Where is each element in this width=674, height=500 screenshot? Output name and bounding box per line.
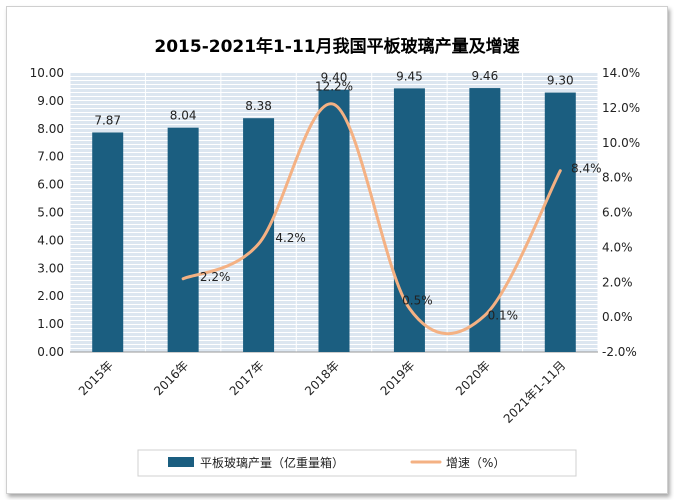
left-tick: 8.00 xyxy=(37,122,64,136)
line-label: 0.5% xyxy=(402,293,433,307)
legend-bar-swatch xyxy=(168,457,194,467)
category-tick: 2016年 xyxy=(151,358,191,398)
category-tick: 2018年 xyxy=(302,358,342,398)
bar-label: 9.40 xyxy=(321,71,348,85)
bar xyxy=(167,127,199,353)
line-label: 0.1% xyxy=(488,308,519,322)
right-tick: -2.0% xyxy=(602,345,637,359)
category-tick: 2021年1-11月 xyxy=(501,358,569,426)
left-tick: 9.00 xyxy=(37,94,64,108)
bar-data-labels: 7.87 8.04 8.38 9.40 9.45 9.46 9.30 xyxy=(94,69,573,127)
bar-series xyxy=(92,88,576,353)
left-tick: 3.00 xyxy=(37,261,64,275)
line-label: 2.2% xyxy=(200,270,231,284)
left-tick: 6.00 xyxy=(37,178,64,192)
bar xyxy=(318,89,350,353)
bar xyxy=(243,118,275,352)
bar-label: 9.46 xyxy=(471,69,498,83)
chart-title: 2015-2021年1-11月我国平板玻璃产量及增速 xyxy=(154,37,520,57)
right-tick: 0.0% xyxy=(602,310,633,324)
growth-rate-line xyxy=(181,102,562,336)
right-tick: 14.0% xyxy=(602,66,640,80)
legend-bar-label: 平板玻璃产量（亿重量箱） xyxy=(200,455,344,470)
category-tick: 2019年 xyxy=(378,358,418,398)
bar-label: 7.87 xyxy=(94,113,121,127)
right-tick: 8.0% xyxy=(602,171,633,185)
bar-label: 9.30 xyxy=(547,74,574,88)
category-tick: 2015年 xyxy=(76,358,116,398)
category-axis-ticks: 2015年 2016年 2017年 2018年 2019年 2020年 2021年1-11月 xyxy=(76,358,569,426)
line-data-labels: 2.2% 4.2% 12.2% 0.5% 0.1% 8.4% xyxy=(200,79,602,322)
right-tick: 2.0% xyxy=(602,275,633,289)
left-axis-ticks: 0.00 1.00 2.00 3.00 4.00 5.00 6.00 7.00 8.00 9.00… xyxy=(30,66,64,359)
line-label: 4.2% xyxy=(275,231,306,245)
bar xyxy=(92,132,124,352)
line-label: 8.4% xyxy=(571,162,602,176)
right-tick: 4.0% xyxy=(602,240,633,254)
left-tick: 1.00 xyxy=(37,317,64,331)
left-tick: 5.00 xyxy=(37,206,64,220)
left-tick: 2.00 xyxy=(37,289,64,303)
bar xyxy=(469,88,501,352)
bar-label: 9.45 xyxy=(396,69,423,83)
bar xyxy=(393,88,425,352)
category-tick: 2020年 xyxy=(453,358,493,398)
right-tick: 10.0% xyxy=(602,136,640,150)
left-tick: 4.00 xyxy=(37,233,64,247)
legend: 平板玻璃产量（亿重量箱） 增速（%） xyxy=(137,449,577,477)
category-tick: 2017年 xyxy=(227,358,267,398)
right-tick: 6.0% xyxy=(602,206,633,220)
left-tick: 7.00 xyxy=(37,150,64,164)
left-tick: 0.00 xyxy=(37,345,64,359)
legend-line-label: 增速（%） xyxy=(446,456,505,470)
bar-label: 8.38 xyxy=(245,99,272,113)
line-label: 12.2% xyxy=(315,79,353,93)
bar-label: 8.04 xyxy=(170,109,197,123)
legend-box xyxy=(137,449,577,477)
right-axis-ticks: -2.0% 0.0% 2.0% 4.0% 6.0% 8.0% 10.0% 12.0% 14.0% xyxy=(602,66,640,359)
right-tick: 12.0% xyxy=(602,101,640,115)
left-tick: 10.00 xyxy=(30,66,64,80)
bar xyxy=(544,92,576,352)
